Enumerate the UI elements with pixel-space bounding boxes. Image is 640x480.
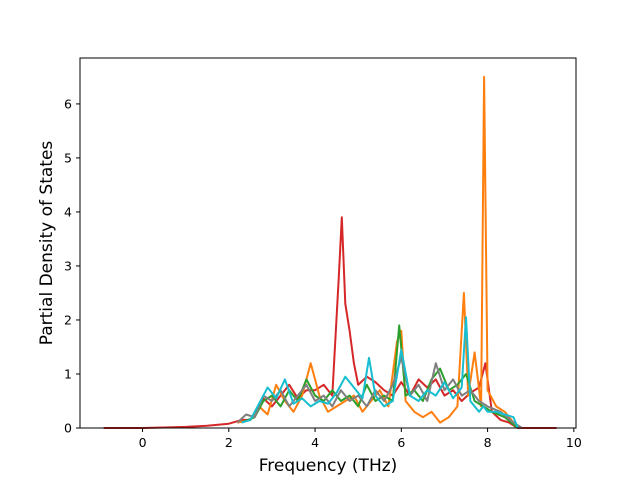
series-line-3 <box>241 324 519 429</box>
x-tick-label: 2 <box>225 435 233 450</box>
x-tick-label: 0 <box>139 435 147 450</box>
x-tick-label: 10 <box>566 435 582 450</box>
y-tick-label: 1 <box>64 366 72 381</box>
y-tick-label: 4 <box>64 204 72 219</box>
y-tick-label: 2 <box>64 312 72 327</box>
x-tick-label: 4 <box>311 435 319 450</box>
x-tick-label: 8 <box>484 435 492 450</box>
x-axis-ticks: 0 2 4 6 8 10 <box>139 428 582 450</box>
x-tick-label: 6 <box>397 435 405 450</box>
series-line-1 <box>103 216 557 429</box>
y-tick-label: 0 <box>64 421 72 436</box>
series-line-5 <box>241 316 519 429</box>
y-axis-ticks: 0 1 2 3 4 5 6 <box>64 96 80 436</box>
series-line-2 <box>237 75 519 429</box>
series-layer <box>103 75 557 429</box>
x-axis-label: Frequency (THz) <box>259 456 398 476</box>
y-tick-label: 3 <box>64 258 72 273</box>
y-tick-label: 5 <box>64 150 72 165</box>
plot-frame <box>79 57 577 429</box>
y-tick-label: 6 <box>64 96 72 111</box>
y-axis-label: Partial Density of States <box>37 141 57 346</box>
